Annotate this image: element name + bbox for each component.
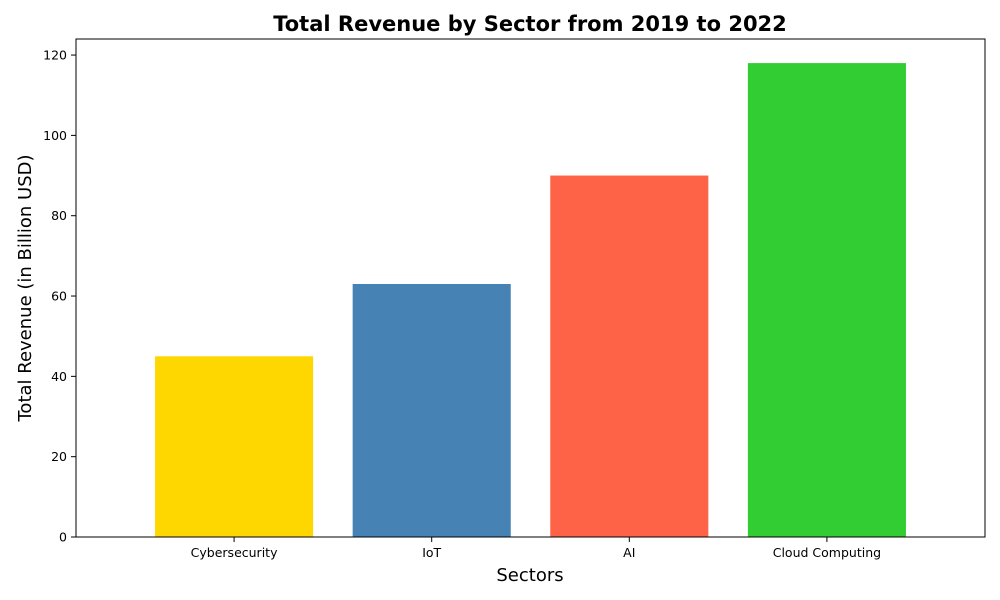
x-axis-label: Sectors [496, 565, 563, 586]
plot-frame [75, 38, 986, 538]
bar-ai [550, 175, 709, 537]
y-tick-label: 20 [51, 449, 67, 464]
y-tick-label: 40 [51, 369, 67, 384]
y-tick-label: 120 [43, 48, 67, 63]
x-tick-label: AI [623, 545, 635, 560]
chart-title: Total Revenue by Sector from 2019 to 202… [273, 12, 787, 36]
bar-iot [352, 283, 511, 537]
bar-cloud-computing [747, 63, 906, 538]
x-tick-label: Cybersecurity [191, 545, 278, 560]
x-tick-label: Cloud Computing [773, 545, 881, 560]
bar-cybersecurity [155, 356, 314, 537]
y-tick-label: 60 [51, 289, 67, 304]
bars-group [155, 63, 906, 538]
x-axis: Cybersecurity IoT AI Cloud Computing [191, 537, 881, 560]
y-tick-label: 100 [43, 128, 67, 143]
y-axis-label: Total Revenue (in Billion USD) [15, 154, 36, 422]
y-tick-label: 80 [51, 208, 67, 223]
y-tick-label: 0 [59, 530, 67, 545]
x-tick-label: IoT [422, 545, 441, 560]
y-axis: 0 20 40 60 80 100 120 [43, 48, 76, 545]
